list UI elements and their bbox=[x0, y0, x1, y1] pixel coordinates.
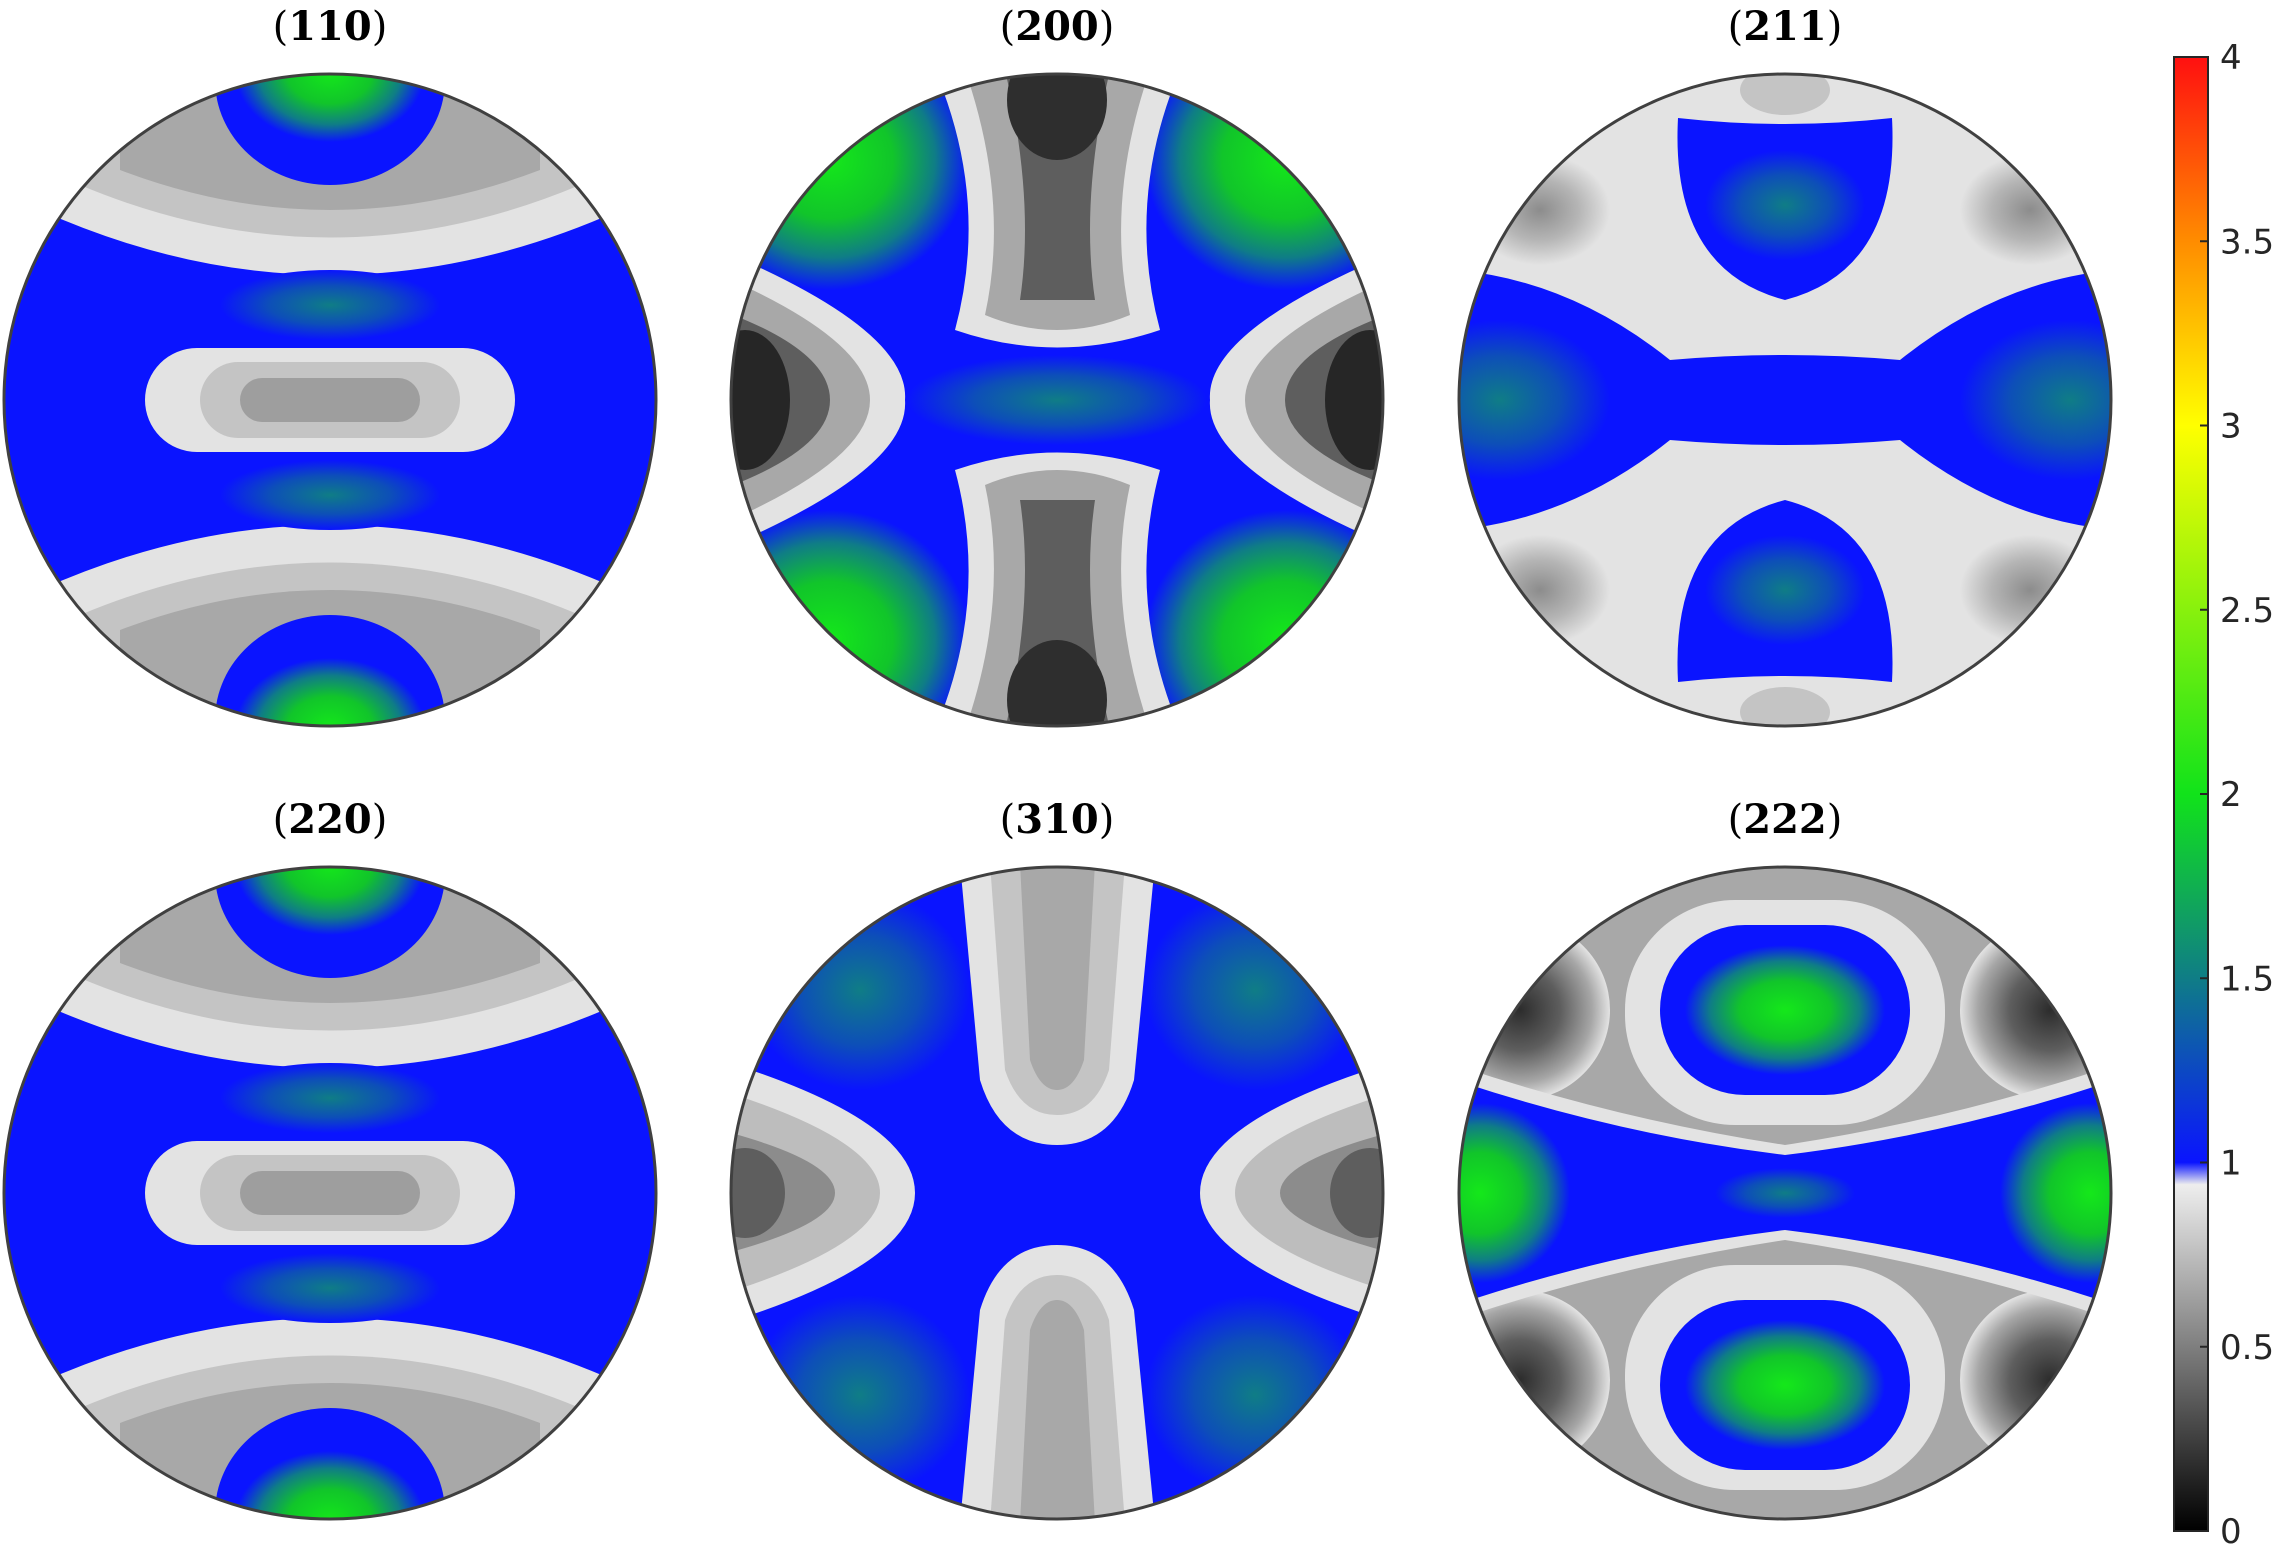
pole-figure-outline-310 bbox=[729, 865, 1385, 1521]
colorbar-tick-label: 3 bbox=[2220, 407, 2242, 447]
pole-figure-outline-211 bbox=[1457, 72, 2113, 728]
colorbar-tick-label: 1 bbox=[2220, 1144, 2242, 1184]
pole-figure-310 bbox=[731, 867, 1383, 1519]
colorbar-tick-label: 2 bbox=[2220, 775, 2242, 815]
panel-title-211: (211) bbox=[1728, 3, 1843, 50]
pole-figure-outline-110 bbox=[2, 72, 658, 728]
colorbar-tick-label: 2.5 bbox=[2220, 591, 2272, 631]
panel-title-222: (222) bbox=[1728, 796, 1843, 843]
colorbar-tick-label: 0.5 bbox=[2220, 1328, 2272, 1368]
pole-figure-outline-222 bbox=[1457, 865, 2113, 1521]
colorbar-tick-label: 4 bbox=[2220, 38, 2242, 78]
pole-figure-222 bbox=[1459, 867, 2111, 1519]
panel-title-110: (110) bbox=[273, 3, 388, 50]
panel-title-310: (310) bbox=[1000, 796, 1115, 843]
pole-figure-110 bbox=[4, 74, 656, 726]
colorbar-tick-label: 0 bbox=[2220, 1512, 2242, 1551]
pole-figure-outline-200 bbox=[729, 72, 1385, 728]
colorbar-ticks: 0 0.5 1 1.5 2 2.5 3 3.5 4 bbox=[2200, 38, 2272, 1551]
panel-title-220: (220) bbox=[273, 796, 388, 843]
pole-figure-outline-220 bbox=[2, 865, 658, 1521]
colorbar-tick-label: 1.5 bbox=[2220, 959, 2272, 999]
pole-figure-220 bbox=[4, 867, 656, 1519]
panel-title-200: (200) bbox=[1000, 3, 1115, 50]
colorbar-tick-label: 3.5 bbox=[2220, 222, 2272, 262]
pole-figure-211 bbox=[1459, 74, 2111, 726]
colorbar: 0 0.5 1 1.5 2 2.5 3 3.5 4 bbox=[2173, 38, 2272, 1551]
pole-figure-200 bbox=[731, 74, 1383, 726]
